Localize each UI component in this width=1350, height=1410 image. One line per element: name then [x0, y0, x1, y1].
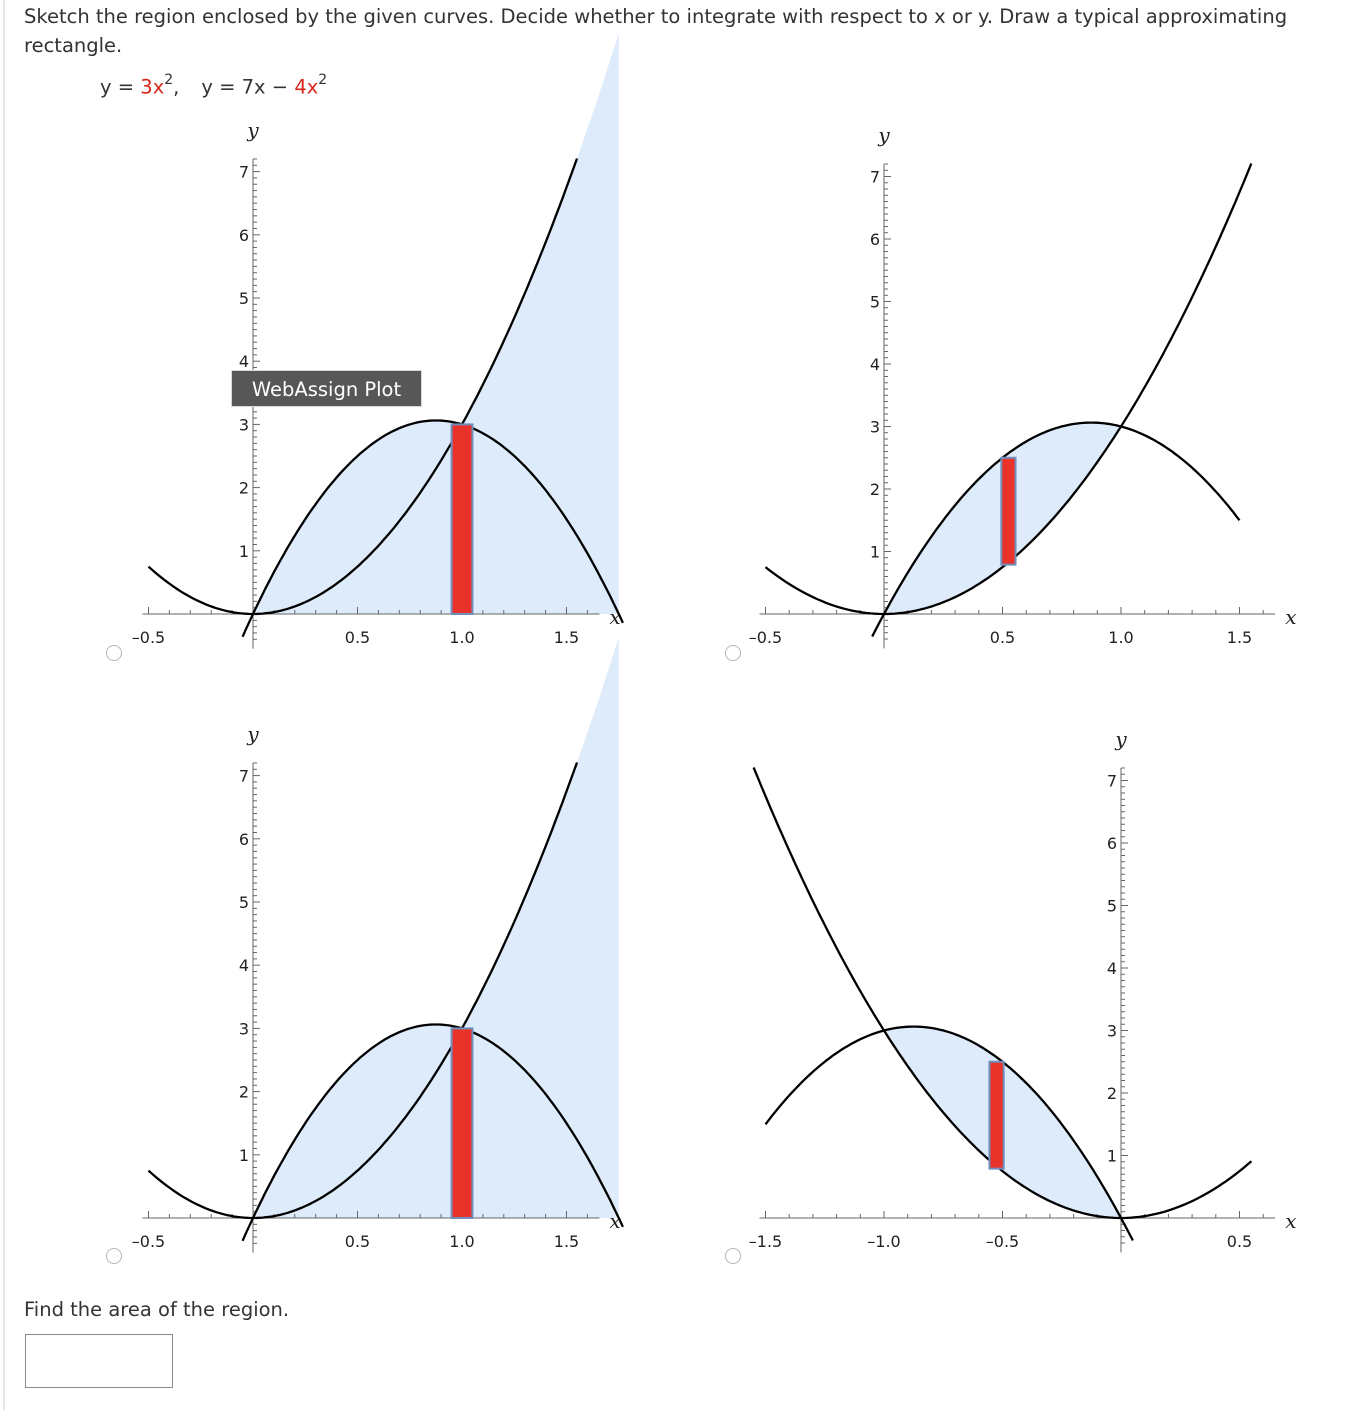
y-tick-label: 3: [870, 418, 880, 437]
x-tick-label: –0.5: [132, 628, 165, 647]
y-tick-label: 4: [1107, 959, 1117, 978]
x-tick-label: 0.5: [345, 1232, 370, 1251]
curve-1: [752, 767, 1253, 1220]
approximating-rectangle: [450, 1027, 474, 1219]
curve-2: [871, 421, 1241, 638]
x-tick-label: 0.5: [1227, 1232, 1252, 1251]
question-prompt: Sketch the region enclosed by the given …: [24, 5, 1288, 57]
x-axis-label: x: [1285, 1209, 1296, 1233]
eq2-lhs: y = 7x −: [201, 75, 295, 99]
curve-1: [147, 762, 579, 1220]
x-tick-label: 1.0: [1108, 628, 1133, 647]
x-tick-label: 1.5: [554, 628, 579, 647]
curve-2: [764, 1025, 1134, 1242]
x-tick-label: –1.5: [749, 1232, 782, 1251]
eq2-exponent: 2: [318, 72, 328, 88]
plot-option-1: –0.5 0.5 1.0 1.5 1 2 3 4 5 6 7 x y: [0, 33, 680, 680]
y-tick-label: 1: [239, 1146, 249, 1165]
x-tick-label: 0.5: [990, 628, 1015, 647]
y-axis-label: y: [246, 118, 259, 142]
question-left-border: [3, 0, 5, 1410]
plot-option-4: –1.5 –1.0 –0.5 0.5 1 2 3 4 5 6 7 x y: [680, 720, 1350, 1280]
y-tick-label: 7: [239, 767, 249, 786]
x-axis-label: x: [1285, 605, 1296, 629]
x-tick-label: –1.0: [867, 1232, 900, 1251]
eq1-exponent: 2: [164, 72, 174, 88]
y-tick-label: 1: [870, 543, 880, 562]
eq1-separator: ,: [173, 75, 180, 99]
radio-option-2[interactable]: [725, 645, 741, 661]
x-tick-label: –0.5: [132, 1232, 165, 1251]
y-tick-label: 4: [239, 352, 249, 371]
y-tick-label: 4: [870, 355, 880, 374]
y-tick-label: 3: [1107, 1022, 1117, 1041]
y-axis-label: y: [1114, 727, 1127, 751]
y-tick-label: 1: [239, 542, 249, 561]
plot-svg: –0.5 0.5 1.0 1.5 1 2 3 4 5 6 7 x y: [132, 33, 624, 649]
shaded-region: [253, 33, 619, 614]
y-axis-label: y: [246, 722, 259, 746]
plot-svg: –1.5 –1.0 –0.5 0.5 1 2 3 4 5 6 7 x y: [749, 727, 1296, 1253]
eq2-rhs: 4x: [294, 75, 319, 99]
y-tick-label: 6: [239, 830, 249, 849]
eq1-rhs: 3x: [140, 75, 165, 99]
curve-2: [241, 1023, 624, 1242]
x-tick-label: 1.0: [449, 628, 474, 647]
plot-svg: –0.5 0.5 1.0 1.5 1 2 3 4 5 6 7 x y: [749, 123, 1296, 649]
radio-option-1[interactable]: [106, 645, 122, 661]
y-tick-label: 7: [1107, 772, 1117, 791]
curve-1: [147, 158, 579, 616]
approximating-rectangle: [450, 423, 474, 615]
equations: y = 3x2, y = 7x − 4x2: [100, 72, 328, 99]
find-area-label: Find the area of the region.: [24, 1298, 290, 1321]
y-tick-label: 5: [239, 893, 249, 912]
approximating-rectangle: [1000, 456, 1017, 566]
y-tick-label: 2: [870, 480, 880, 499]
y-axis-label: y: [877, 123, 890, 147]
y-tick-label: 5: [239, 289, 249, 308]
approximating-rectangle: [988, 1060, 1005, 1170]
x-tick-label: 1.5: [1227, 628, 1252, 647]
y-tick-label: 6: [1107, 834, 1117, 853]
y-tick-label: 2: [239, 1083, 249, 1102]
y-tick-label: 6: [870, 230, 880, 249]
eq1-lhs: y =: [100, 75, 141, 99]
y-tick-label: 1: [1107, 1147, 1117, 1166]
shaded-region: [253, 637, 619, 1218]
x-tick-label: –0.5: [749, 628, 782, 647]
y-tick-label: 4: [239, 956, 249, 975]
y-tick-label: 2: [1107, 1084, 1117, 1103]
x-tick-label: –0.5: [986, 1232, 1019, 1251]
y-tick-label: 3: [239, 1019, 249, 1038]
y-tick-label: 5: [1107, 897, 1117, 916]
webassign-plot-tooltip: WebAssign Plot: [231, 370, 422, 407]
area-answer-input[interactable]: [25, 1334, 173, 1388]
x-axis-label: x: [609, 1209, 620, 1233]
y-tick-label: 6: [239, 226, 249, 245]
y-tick-label: 7: [239, 163, 249, 182]
y-tick-label: 7: [870, 168, 880, 187]
x-tick-label: 1.0: [449, 1232, 474, 1251]
y-tick-label: 3: [239, 415, 249, 434]
plot-svg: –0.5 0.5 1.0 1.5 1 2 3 4 5 6 7 x y: [132, 637, 624, 1253]
x-tick-label: 1.5: [554, 1232, 579, 1251]
radio-option-3[interactable]: [106, 1248, 122, 1264]
x-tick-label: 0.5: [345, 628, 370, 647]
plot-option-2: –0.5 0.5 1.0 1.5 1 2 3 4 5 6 7 x y: [680, 120, 1350, 680]
radio-option-4[interactable]: [725, 1248, 741, 1264]
y-tick-label: 2: [239, 479, 249, 498]
y-tick-label: 5: [870, 293, 880, 312]
x-axis-label: x: [609, 605, 620, 629]
curve-2: [241, 419, 624, 638]
plot-option-3: –0.5 0.5 1.0 1.5 1 2 3 4 5 6 7 x y: [0, 637, 680, 1280]
